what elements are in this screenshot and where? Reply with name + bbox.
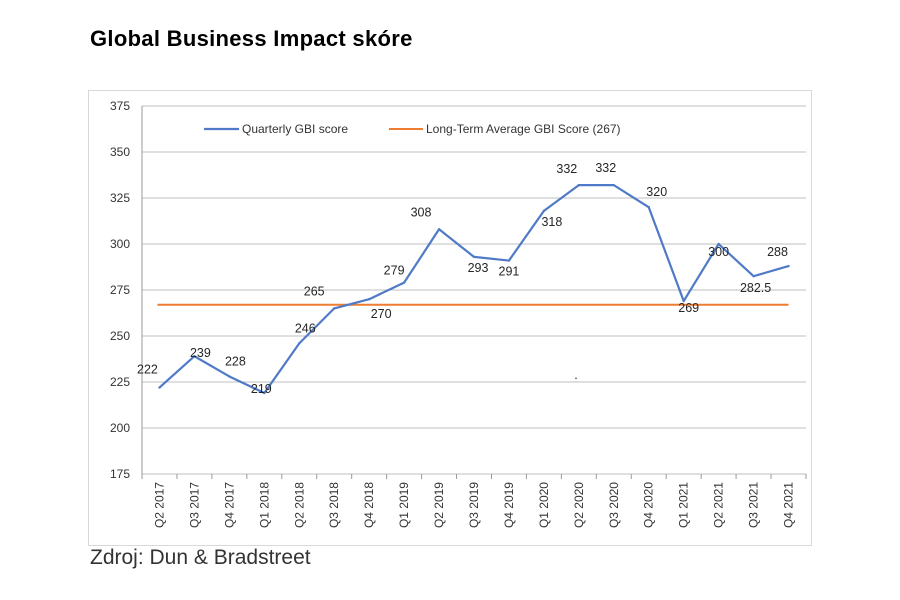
quarterly-series [158,183,790,395]
x-tick-label: Q4 2017 [222,482,236,528]
data-point [577,183,581,187]
chart-container: 175 200 225 250 275 300 325 350 375 Q2 2017 Q3 20… [88,90,812,546]
data-label: 246 [295,321,316,335]
x-tick-label: Q2 2018 [292,482,306,528]
data-labels: 222 239 228 219 246 265 270 279 308 293 291 318 332 3… [137,161,788,396]
data-label: 332 [595,161,616,175]
data-point [333,307,336,310]
x-tick-label: Q3 2020 [607,482,621,528]
data-point [682,299,685,303]
data-label: 282.5 [740,281,771,295]
data-label: 308 [411,205,432,219]
line-chart: 175 200 225 250 275 300 325 350 375 Q2 2017 Q3 20… [110,99,807,528]
data-point [402,281,406,284]
x-tick-label: Q4 2020 [642,482,656,528]
y-tick-label: 175 [110,467,130,481]
data-label: 318 [541,215,562,229]
data-point [647,206,650,209]
data-point [752,275,755,278]
data-point [158,386,161,389]
data-label: 293 [468,261,489,275]
y-tick-label: 275 [110,283,130,297]
x-tick-label: Q1 2019 [397,482,411,528]
x-tick-label: Q4 2018 [362,482,376,528]
y-tick-label: 375 [110,99,130,113]
data-point [612,183,615,187]
data-point [367,298,371,301]
data-point [472,255,476,259]
x-tick-label: Q1 2020 [537,482,551,528]
y-tick-label: 225 [110,375,130,389]
source-note: Zdroj: Dun & Bradstreet [90,546,311,569]
x-tick-label: Q3 2021 [747,482,761,528]
data-point [263,391,266,395]
data-point [228,375,231,378]
data-label: 228 [225,354,246,368]
legend-label-average: Long-Term Average GBI Score (267) [426,122,621,136]
data-label: 265 [304,284,325,298]
data-point [193,355,196,358]
x-tick-label: Q3 2018 [327,482,341,528]
x-tick-label: Q4 2021 [782,482,796,528]
data-label: 239 [190,346,211,360]
data-point [542,209,546,213]
gridlines [141,105,806,475]
data-point [787,264,790,268]
data-point [437,228,441,231]
y-axis-ticks: 175 200 225 250 275 300 325 350 375 [110,99,130,481]
legend-label-quarterly: Quarterly GBI score [242,122,348,136]
data-label: 270 [371,307,392,321]
y-tick-label: 350 [110,145,130,159]
data-label: 222 [137,363,158,377]
x-axis-ticks: Q2 2017 Q3 2017 Q4 2017 Q1 2018 Q2 2018 Q3 20… [141,474,807,528]
y-tick-label: 200 [110,421,130,435]
data-label: 219 [251,382,272,396]
data-point [298,342,301,345]
x-tick-label: Q3 2017 [187,482,201,528]
y-tick-label: 300 [110,237,130,251]
x-tick-label: Q1 2018 [257,482,271,528]
page-title: Global Business Impact skóre [90,26,413,51]
data-point [717,242,720,246]
annotations: . [574,368,577,382]
data-label: 300 [708,245,729,259]
x-tick-label: Q2 2021 [712,482,726,528]
x-tick-label: Q2 2017 [152,482,166,528]
y-tick-label: 250 [110,329,130,343]
data-label: 269 [678,301,699,315]
data-label: 320 [646,185,667,199]
x-tick-label: Q4 2019 [502,482,516,528]
annotation-dot: . [574,368,577,382]
x-tick-label: Q2 2019 [432,482,446,528]
quarterly-score-line [158,184,789,395]
legend: Quarterly GBI score Long-Term Average GBI… [204,122,621,136]
data-label: 279 [384,264,405,278]
data-label: 288 [767,245,788,259]
data-label: 332 [556,162,577,176]
x-tick-label: Q3 2019 [467,482,481,528]
x-tick-label: Q2 2020 [572,482,586,528]
x-tick-label: Q1 2021 [677,482,691,528]
y-tick-label: 325 [110,191,130,205]
data-label: 291 [499,265,520,279]
data-point [507,259,511,262]
